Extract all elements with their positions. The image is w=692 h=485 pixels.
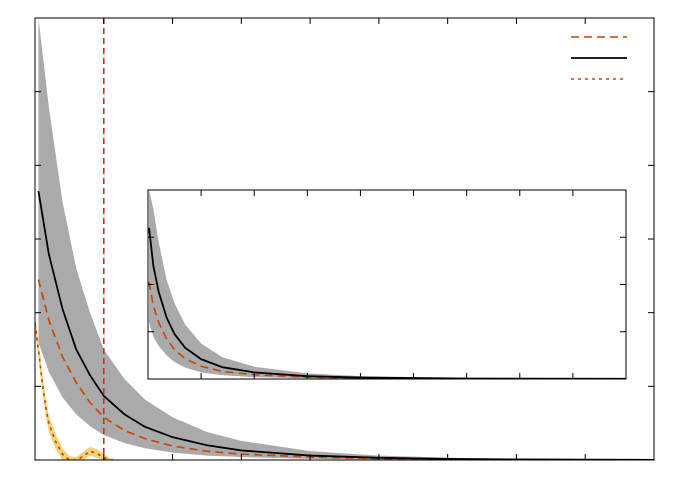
- inset-background: [148, 190, 626, 379]
- main-series-1-line: [37, 190, 654, 460]
- inset-band-0: [149, 190, 626, 379]
- main-band-0: [38, 18, 654, 460]
- main-plot: [34, 17, 655, 461]
- main-series-2-line: [35, 323, 118, 460]
- inset-plot: [147, 189, 627, 380]
- main-plot-area: [35, 18, 654, 460]
- legend: [571, 36, 627, 80]
